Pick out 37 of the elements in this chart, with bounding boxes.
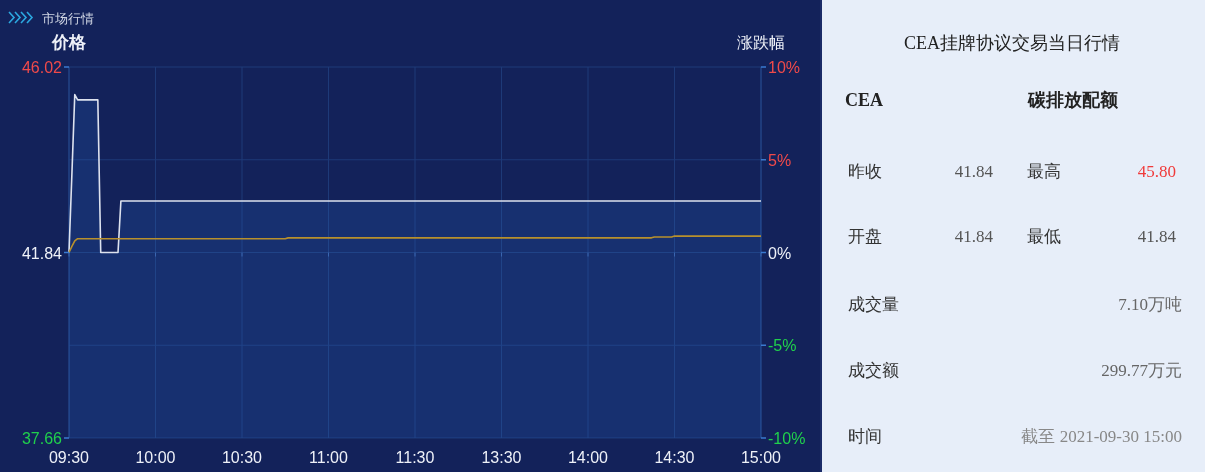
text: 昨收 <box>848 162 882 181</box>
x-tick-label: 14:30 <box>654 449 695 466</box>
text: 299.77万元 <box>1101 361 1182 380</box>
text: 41.84 <box>1137 227 1177 246</box>
text: 时间 <box>848 427 882 446</box>
text: CEA <box>845 90 884 110</box>
y-tick-label: 41.84 <box>21 244 63 262</box>
x-tick-label: 13:30 <box>481 449 522 466</box>
y-tick-label: 37.66 <box>21 430 63 447</box>
y2-tick-label: 10% <box>768 59 801 76</box>
x-tick-label: 10:00 <box>135 449 176 466</box>
text: 41.84 <box>954 162 994 181</box>
text: 成交量 <box>848 295 899 314</box>
text: 开盘 <box>848 227 882 246</box>
y-axis-title: 价格 <box>51 33 87 52</box>
text: 成交额 <box>848 361 899 380</box>
y2-tick-label: -10% <box>768 430 806 447</box>
x-tick-label: 10:30 <box>221 449 263 466</box>
text: 41.84 <box>954 227 994 246</box>
y2-axis-title: 涨跌幅 <box>737 34 785 51</box>
text: 最高 <box>1027 162 1061 181</box>
x-tick-label: 11:30 <box>395 449 435 466</box>
y2-tick-label: 0% <box>768 244 792 262</box>
text: CEA挂牌协议交易当日行情 <box>904 33 1120 53</box>
y2-tick-label: -5% <box>768 337 797 355</box>
text: 7.10万吨 <box>1118 295 1182 314</box>
text: 碳排放配额 <box>1027 90 1119 110</box>
chart-title: 市场行情 <box>42 11 94 26</box>
x-tick-label: 15:00 <box>740 449 782 466</box>
y2-tick-label: 5% <box>768 151 792 169</box>
x-tick-label: 14:00 <box>567 449 609 466</box>
text: 45.80 <box>1137 162 1176 181</box>
text: 截至 2021-09-30 15:00 <box>1021 427 1182 446</box>
x-tick-label: 11:00 <box>309 449 349 466</box>
x-tick-label: 09:30 <box>48 449 90 466</box>
text: 最低 <box>1027 227 1061 246</box>
y-tick-label: 46.02 <box>21 59 63 76</box>
